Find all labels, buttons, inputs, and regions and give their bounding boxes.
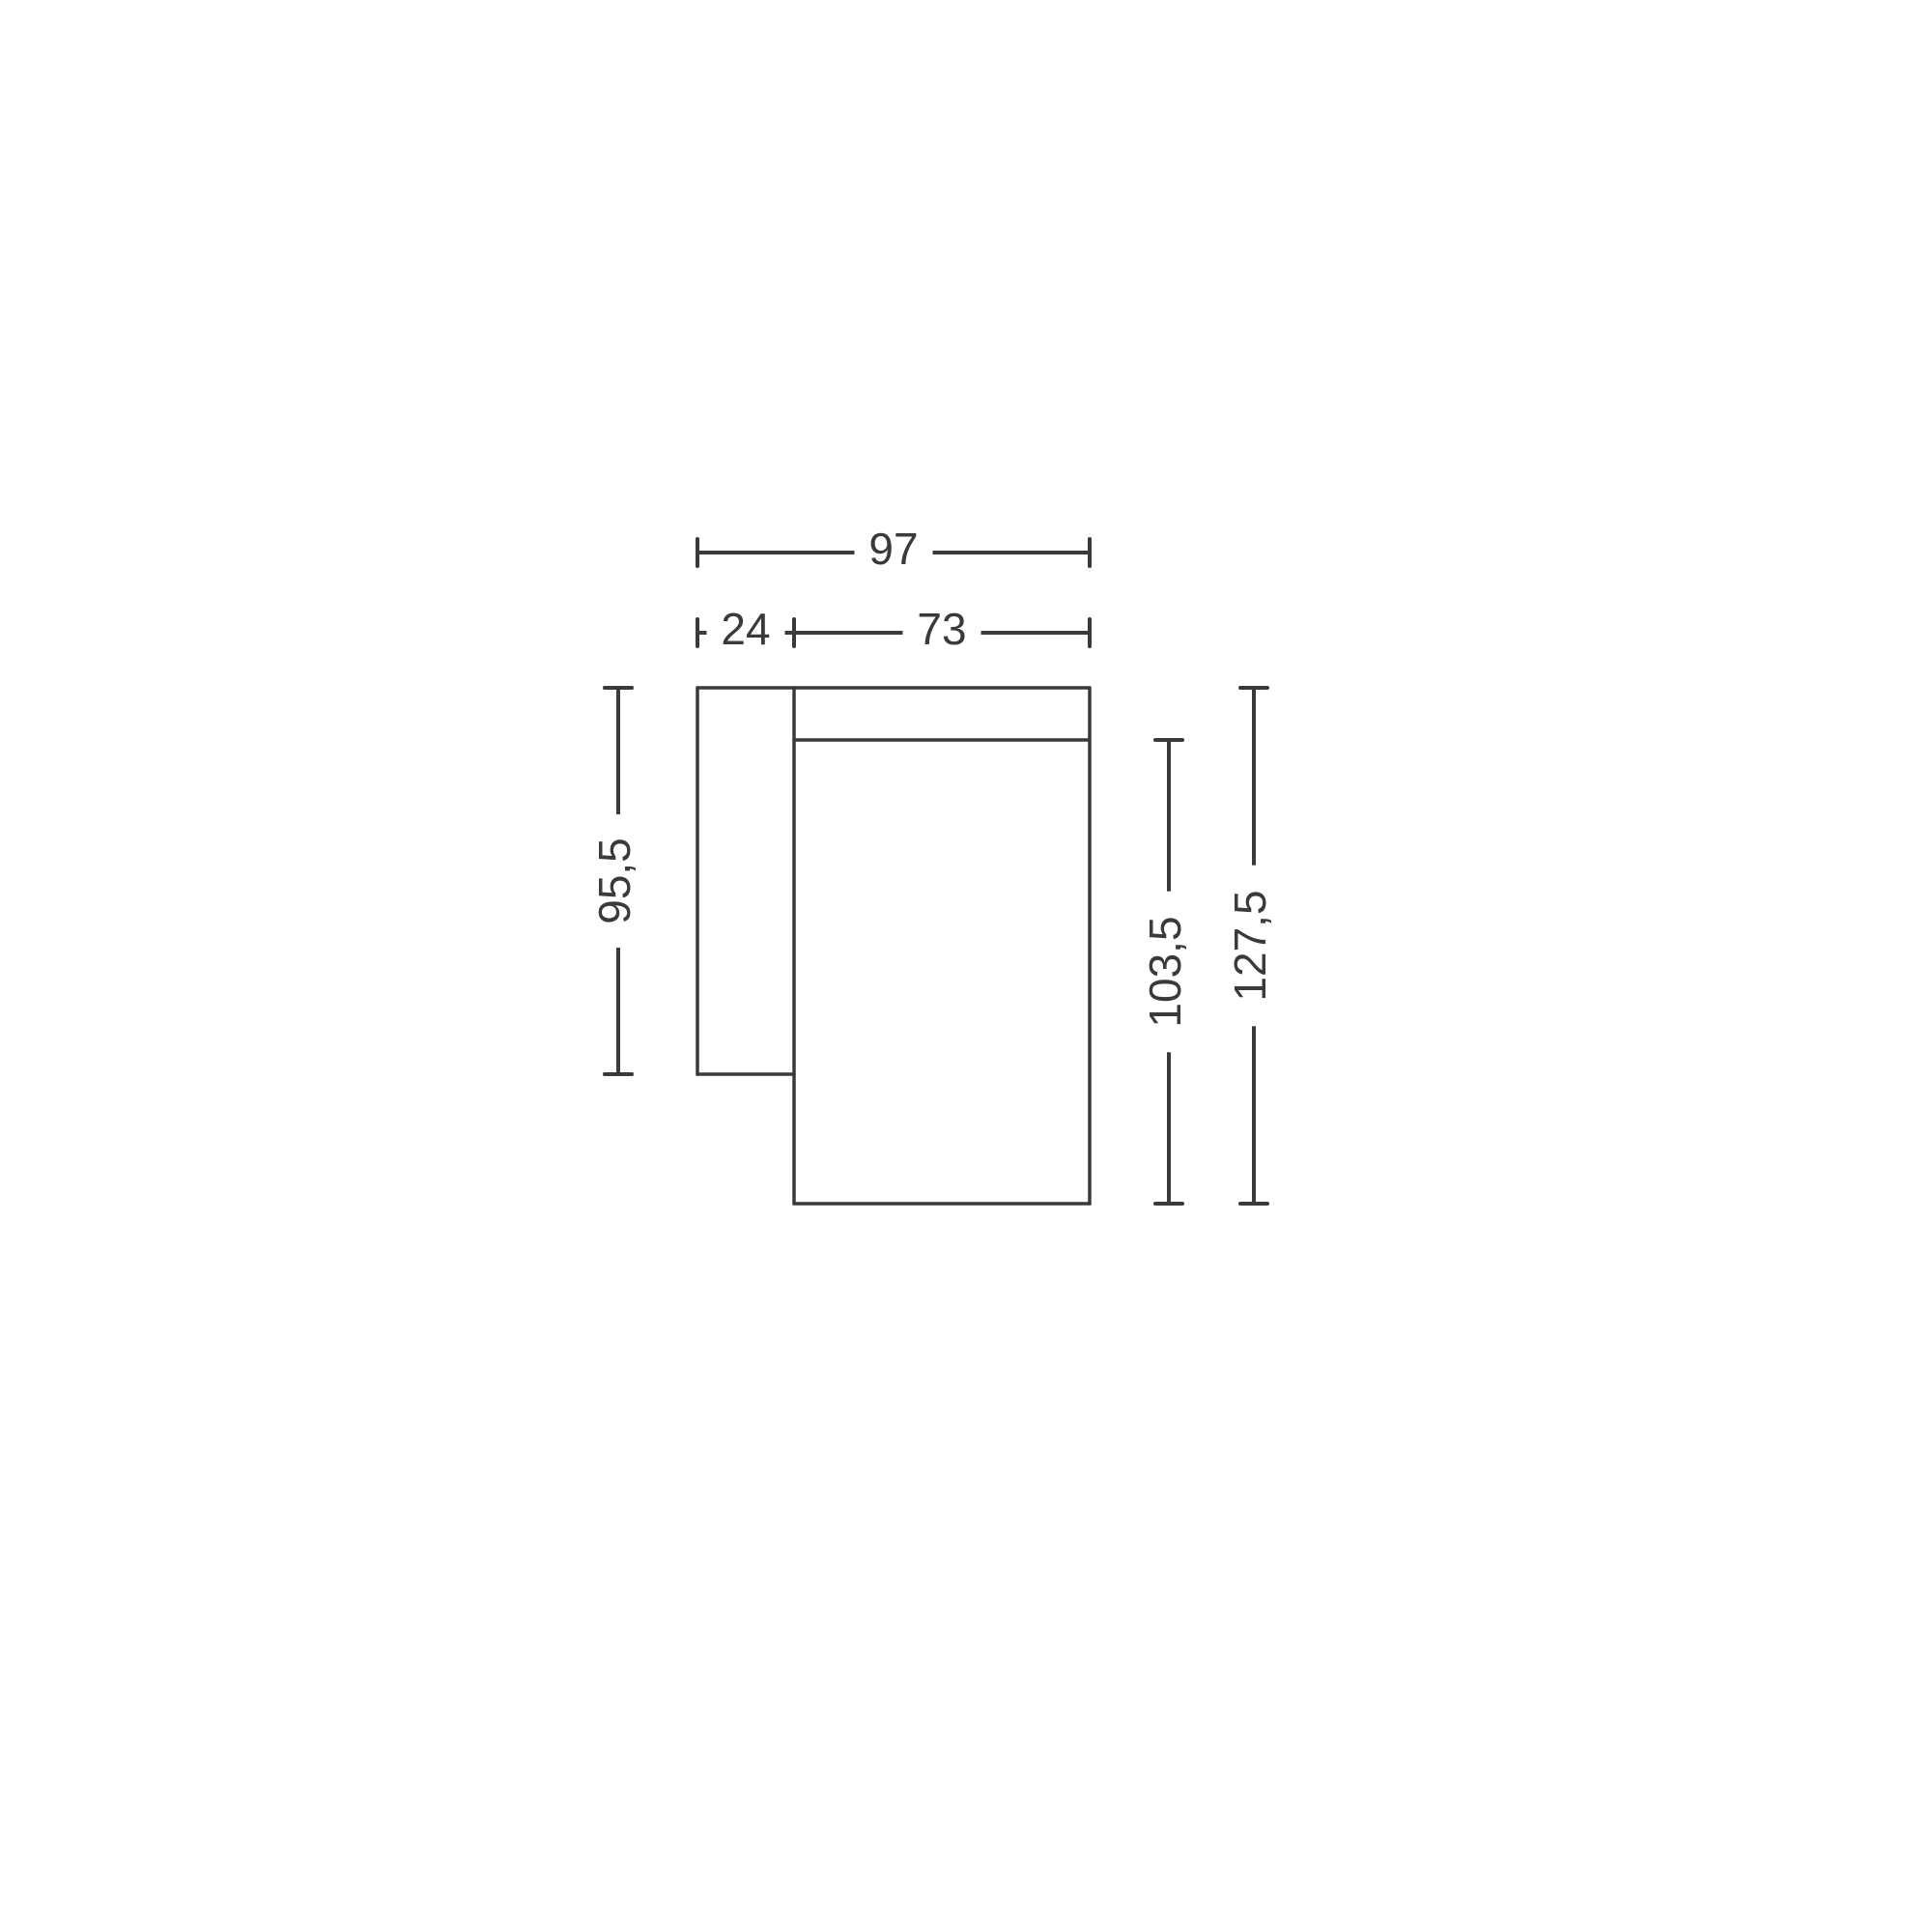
- dim-right-outer-label: 127,5: [1225, 890, 1275, 1001]
- dim-top-overall-label: 97: [868, 524, 918, 574]
- dim-top-seg-a-label: 24: [721, 604, 770, 654]
- dim-right-inner-label: 103,5: [1140, 916, 1190, 1027]
- product-outline: [697, 688, 1090, 1204]
- dim-left-label: 95,5: [589, 838, 639, 924]
- dim-top-seg-b-label: 73: [917, 604, 966, 654]
